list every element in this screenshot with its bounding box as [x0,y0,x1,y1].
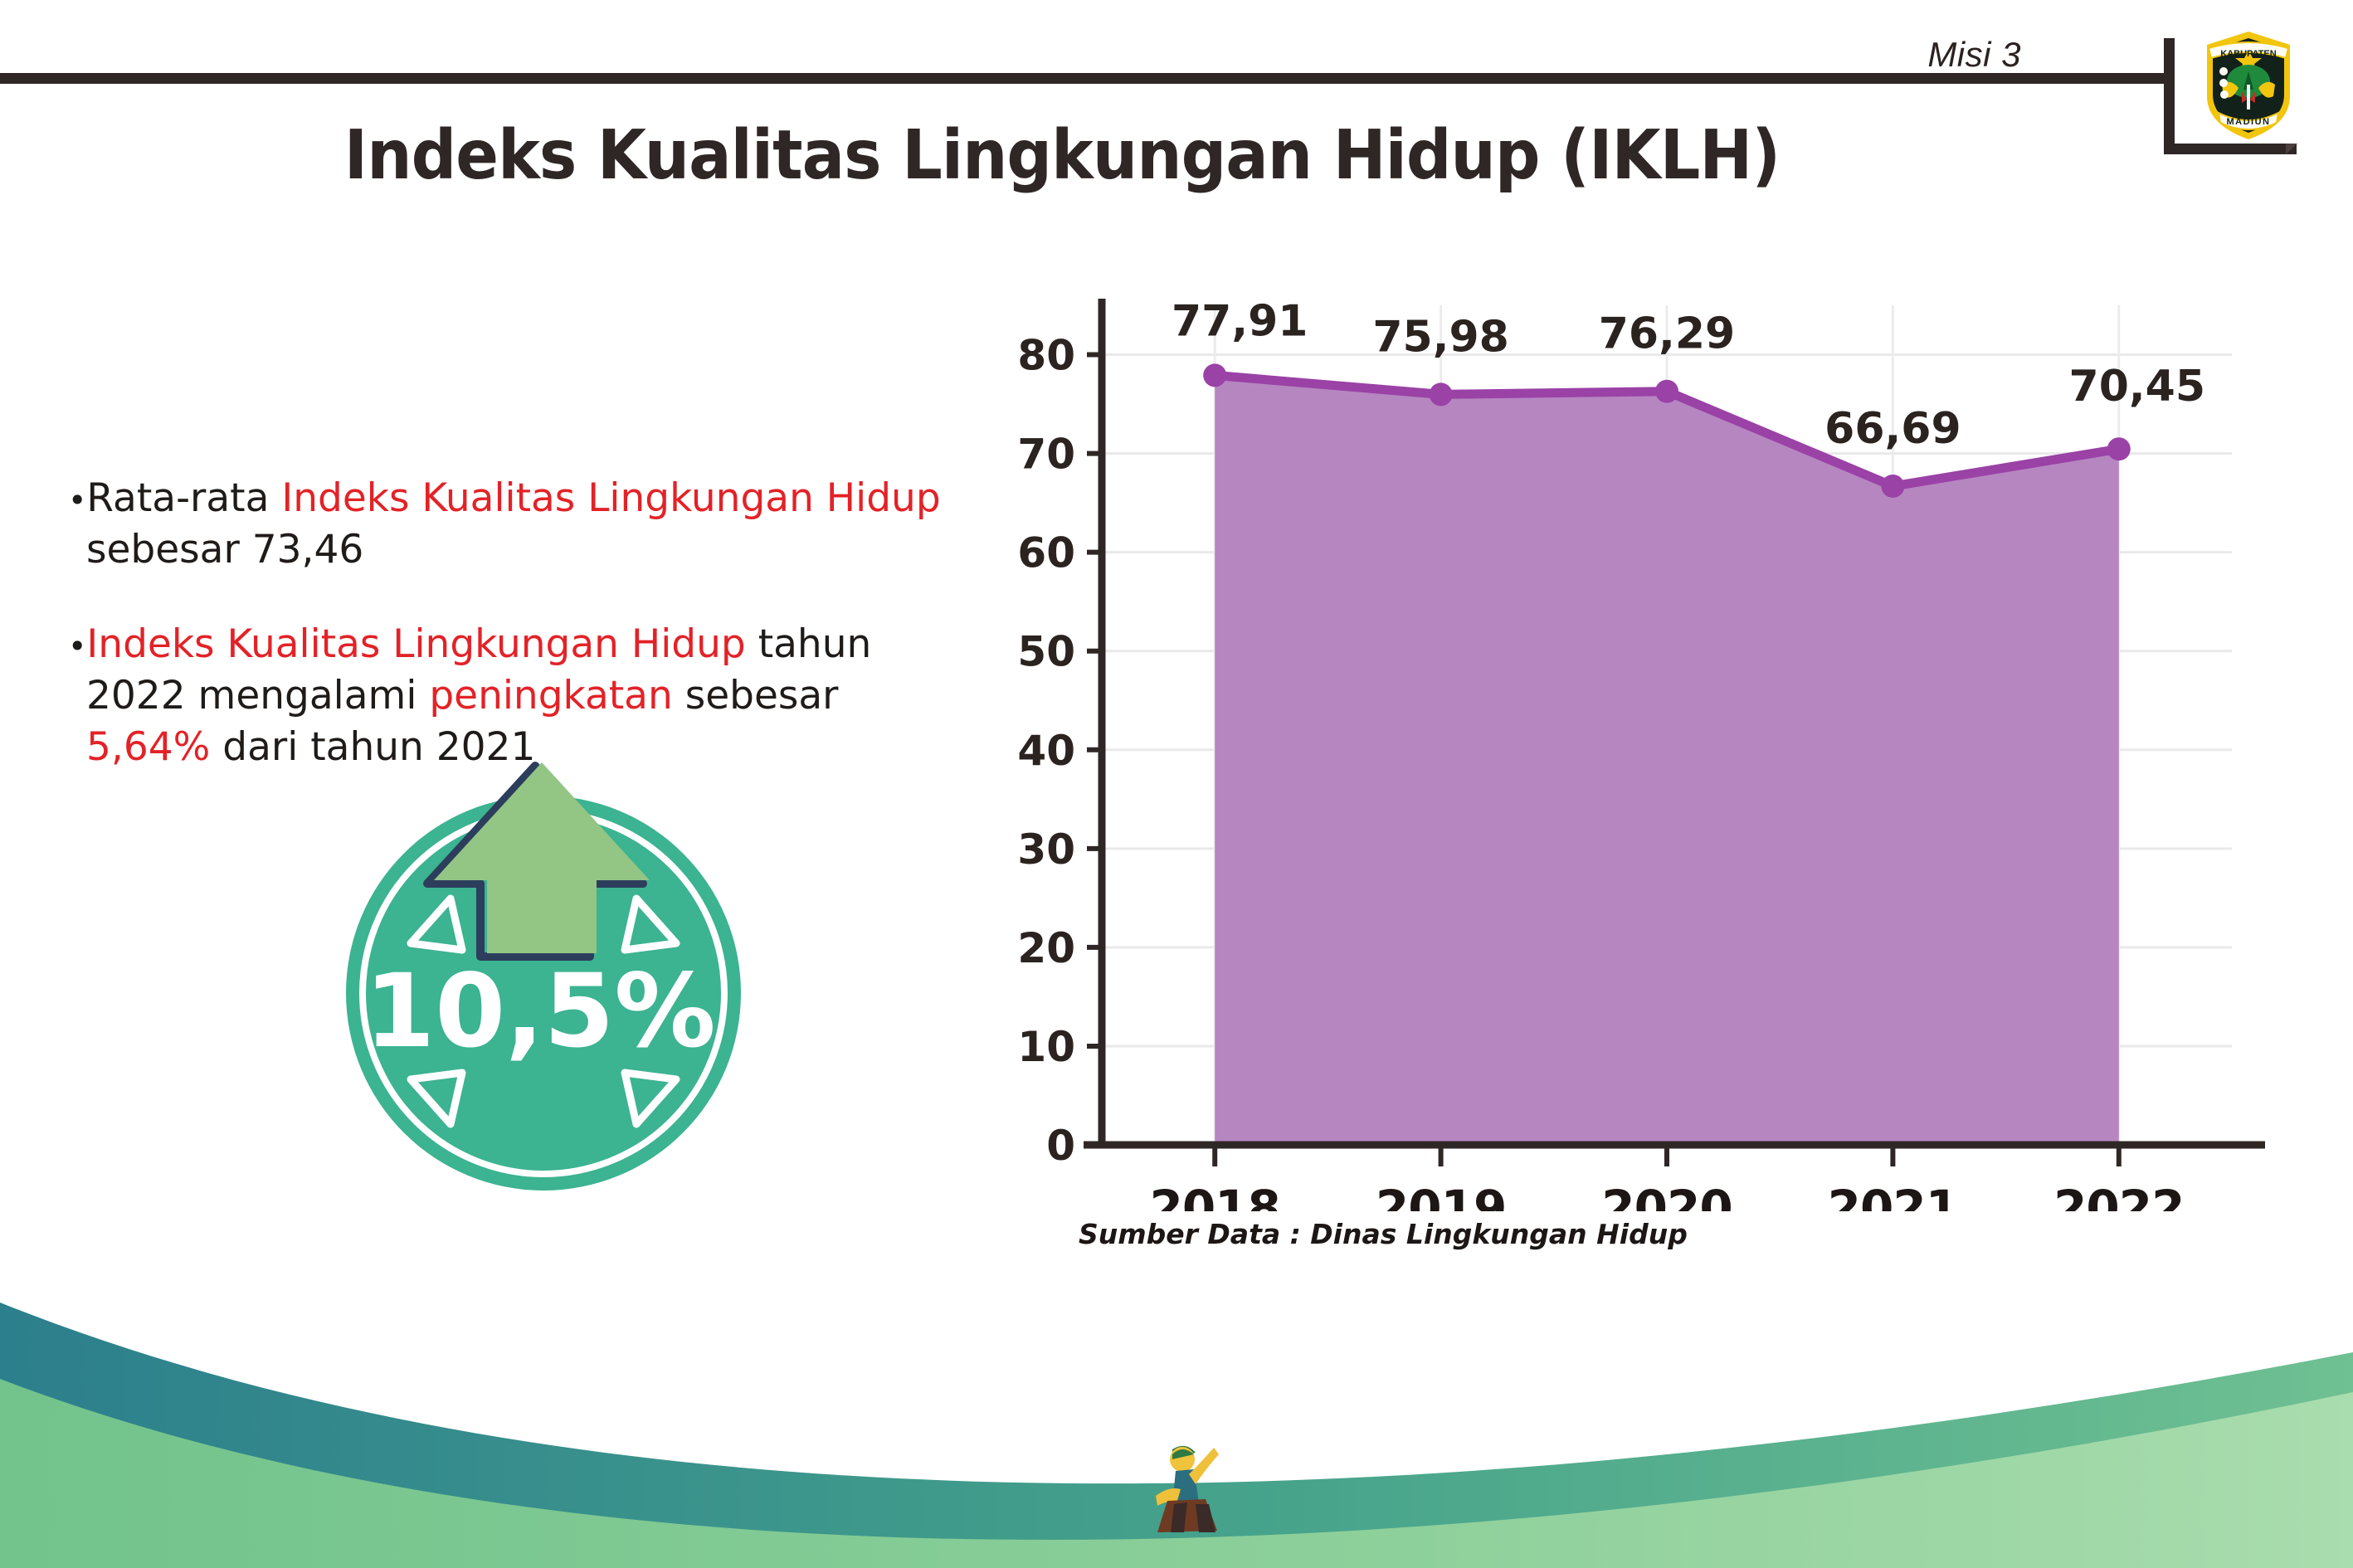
bullet-highlight: 5,64% [86,724,211,771]
iklh-area-chart: 0 10 20 30 40 50 60 70 80 2018 2019 2020 2021 2022 7… [979,282,2273,1211]
badge-circle [346,796,741,1191]
increase-badge: 10,5% [346,762,741,1191]
bullet-text: tahun 2022 mengalami [86,621,872,719]
y-axis-tick-label: 70 [1017,431,1075,479]
chart-y-axis: 0 10 20 30 40 50 60 70 80 [1017,332,1102,1170]
bullet-highlight: Indeks Kualitas Lingkungan Hidup [86,621,746,668]
y-axis-tick-label: 80 [1017,332,1075,380]
data-label: 70,45 [2069,362,2205,411]
y-axis-tick-label: 20 [1017,924,1075,972]
data-label: 75,98 [1372,312,1508,362]
list-item: •Rata-rata Indeks Kualitas Lingkungan Hi… [68,475,941,573]
chart-x-axis: 2018 2019 2020 2021 2022 [1149,1145,2185,1211]
bullet-highlight: peningkatan [429,673,673,719]
bullet-text: sebesar [672,673,839,719]
y-axis-tick-label: 60 [1017,529,1075,577]
frame-corner-bottom [2286,144,2297,154]
crest-bottom-text: MADIUN [2227,117,2271,127]
data-label: 76,29 [1599,309,1735,359]
x-axis-tick-label: 2021 [1828,1180,1958,1211]
data-label: 77,91 [1172,296,1308,346]
source-note: Sumber Data : Dinas Lingkungan Hidup [1079,1218,1688,1250]
bullet-text: Rata-rata [86,475,282,521]
kabupaten-madiun-crest-icon: KABUPATEN MADIUN [2207,32,2290,139]
bullet-text: sebesar 73,46 [86,527,364,573]
crest-top-text: KABUPATEN [2220,49,2276,59]
frame-bottom-bar [2164,144,2297,154]
bullet-list: •Rata-rata Indeks Kualitas Lingkungan Hi… [68,473,948,816]
arrow-up-icon [434,762,650,953]
chart-data-labels: 77,91 75,98 76,29 66,69 70,45 [1172,296,2205,454]
x-axis-tick-label: 2018 [1149,1180,1279,1211]
triangle-arrow-icon [407,894,680,1128]
y-axis-tick-label: 30 [1017,825,1075,874]
frame-top-bar [0,73,2164,84]
x-axis-tick-label: 2022 [2053,1180,2184,1211]
footer-wave-decoration [0,1303,2353,1568]
chart-canvas: 0 10 20 30 40 50 60 70 80 2018 2019 2020 2021 2022 7… [1017,296,2265,1211]
y-axis-tick-label: 0 [1046,1122,1075,1170]
y-axis-tick-label: 10 [1017,1023,1075,1071]
chart-markers [1203,363,2131,498]
page-title: Indeks Kualitas Lingkungan Hidup (IKLH) [343,116,1781,195]
misi-label: Misi 3 [1927,35,2021,74]
x-axis-tick-label: 2020 [1601,1180,1732,1211]
list-item: •Indeks Kualitas Lingkungan Hidup tahun … [68,621,872,771]
frame-vertical-bar [2164,38,2175,154]
bullet-highlight: Indeks Kualitas Lingkungan Hidup [281,475,941,521]
dancer-figure-icon [1156,1445,1219,1532]
chart-area-fill [1215,375,2119,1145]
y-axis-tick-label: 40 [1017,727,1075,775]
bullet-text: dari tahun 2021 [210,724,536,771]
data-label: 66,69 [1824,404,1961,454]
x-axis-tick-label: 2019 [1376,1180,1506,1211]
badge-value: 10,5% [364,952,715,1070]
y-axis-tick-label: 50 [1017,628,1075,676]
wave-green [0,1379,2353,1568]
